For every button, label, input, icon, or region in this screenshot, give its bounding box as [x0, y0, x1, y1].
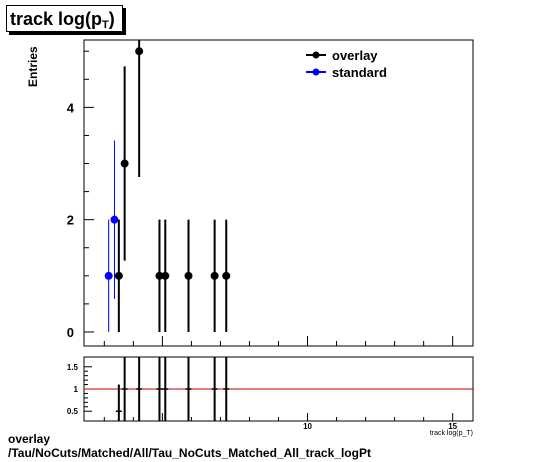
- data-point: [104, 271, 113, 280]
- data-point: [155, 271, 164, 280]
- ratio-y-tick-label: 1.5: [67, 363, 79, 372]
- data-point: [210, 271, 219, 280]
- legend-entry: overlay: [332, 48, 378, 63]
- data-point: [110, 215, 119, 224]
- ratio-y-tick-label: 0.5: [67, 407, 79, 416]
- ratio-y-tick-label: 1: [74, 385, 79, 394]
- legend-marker: [312, 68, 320, 76]
- footer-overlay-label: overlay: [8, 432, 51, 446]
- data-point: [161, 271, 170, 280]
- footer-path-label: /Tau/NoCuts/Matched/All/Tau_NoCuts_Match…: [8, 446, 371, 460]
- main-plot: 0 2 4 Entries overlay standard: [26, 39, 474, 347]
- legend-entry: standard: [332, 65, 387, 80]
- y-tick-label: 2: [67, 213, 74, 228]
- y-tick-label: 4: [67, 100, 75, 115]
- data-point: [222, 271, 231, 280]
- y-tick-label: 0: [67, 325, 74, 340]
- x-axis-label: track log(p_T): [430, 430, 473, 437]
- plot-frame: [83, 39, 474, 347]
- data-point: [184, 271, 193, 280]
- ratio-x-tick-label: 15: [448, 422, 457, 431]
- chart-title: track log(pT): [6, 5, 123, 32]
- ratio-x-tick-label: 10: [303, 422, 312, 431]
- data-point: [120, 159, 129, 168]
- data-point: [135, 47, 144, 56]
- y-axis-label: Entries: [26, 46, 40, 87]
- data-point: [114, 271, 123, 280]
- legend-marker: [312, 51, 320, 59]
